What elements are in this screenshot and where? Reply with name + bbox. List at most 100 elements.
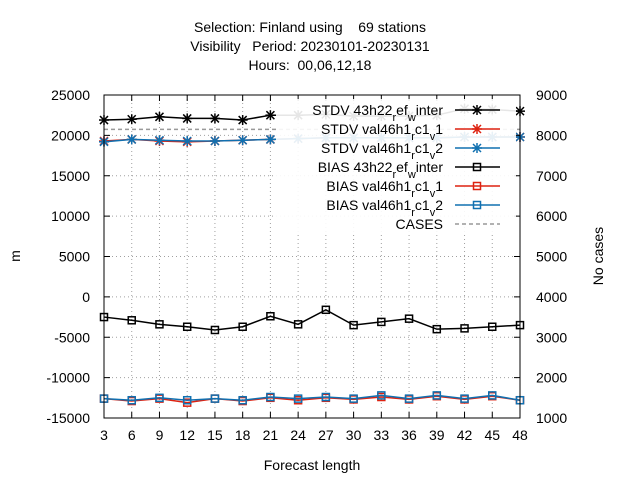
x-tick-label: 15	[207, 427, 223, 443]
legend-label: STDV val46h1rc1v1	[321, 121, 443, 143]
legend-label: STDV val46h1rc1v2	[321, 140, 443, 162]
data-point	[293, 320, 303, 329]
x-tick-label: 39	[429, 427, 445, 443]
legend-label: STDV 43h22refwinter	[312, 102, 443, 124]
x-tick-label: 9	[156, 427, 164, 443]
y2-axis-label: No cases	[590, 227, 606, 285]
y-axis-label: m	[7, 250, 23, 262]
x-tick-label: 21	[263, 427, 279, 443]
y-tick-label: -15000	[46, 410, 90, 426]
data-point	[472, 105, 482, 115]
data-point	[238, 322, 247, 332]
y-tick-label: 5000	[59, 249, 90, 265]
x-tick-label: 6	[128, 427, 136, 443]
x-tick-label: 24	[290, 427, 306, 443]
y2-tick-label: 8000	[536, 127, 567, 143]
legend-label: BIAS 43h22refwinter	[318, 159, 444, 181]
data-point	[488, 391, 497, 400]
data-point	[209, 113, 220, 124]
y2-tick-label: 2000	[536, 370, 567, 386]
data-point	[127, 316, 136, 325]
y2-tick-label: 6000	[536, 208, 567, 224]
data-point	[126, 134, 137, 145]
data-point	[460, 394, 469, 403]
chart-title-line: Visibility Period: 20230101-20230131	[190, 38, 430, 54]
x-tick-label: 18	[235, 427, 251, 443]
y2-tick-label: 1000	[536, 410, 567, 426]
series	[99, 391, 525, 407]
data-point	[154, 111, 165, 122]
data-point	[237, 135, 248, 146]
y-tick-label: 15000	[51, 168, 90, 184]
data-point	[432, 324, 442, 334]
x-tick-label: 45	[484, 427, 500, 443]
data-point	[377, 391, 386, 400]
data-point	[488, 322, 497, 332]
y-tick-label: 10000	[51, 208, 90, 224]
data-point	[321, 392, 331, 402]
data-point	[182, 113, 193, 124]
series-line	[103, 395, 521, 404]
y2-tick-label: 9000	[536, 87, 567, 103]
x-tick-label: 48	[512, 427, 528, 443]
x-axis-label: Forecast length	[264, 457, 361, 473]
data-point	[293, 394, 303, 403]
data-point	[472, 143, 482, 153]
legend-label: BIAS val46h1rc1v2	[326, 197, 443, 219]
y2-tick-label: 3000	[536, 329, 567, 345]
chart-title-line: Selection: Finland using 69 stations	[194, 19, 426, 35]
data-point	[472, 124, 482, 134]
data-point	[472, 162, 482, 172]
data-point	[404, 314, 414, 323]
legend-label: CASES	[396, 216, 443, 232]
data-point	[155, 320, 164, 329]
data-point	[472, 181, 482, 191]
data-point	[349, 394, 358, 403]
y-tick-label: 25000	[51, 87, 90, 103]
data-point	[321, 305, 331, 315]
data-point	[266, 312, 275, 321]
series-line	[103, 308, 521, 331]
data-point	[404, 394, 414, 403]
data-point	[432, 391, 442, 400]
legend-label: BIAS val46h1rc1v1	[326, 178, 443, 200]
x-tick-label: 42	[457, 427, 473, 443]
data-point	[127, 395, 136, 405]
data-point	[237, 115, 248, 126]
data-point	[472, 200, 482, 210]
x-tick-label: 36	[401, 427, 417, 443]
data-point	[265, 110, 276, 121]
chart-title-line: Hours: 00,06,12,18	[249, 57, 372, 73]
data-point	[349, 320, 358, 330]
data-point	[460, 324, 469, 333]
series	[99, 305, 525, 335]
legend-background	[276, 99, 516, 233]
data-point	[182, 322, 192, 332]
x-tick-label: 12	[179, 427, 195, 443]
series	[99, 391, 525, 405]
tick-layer: 3 6 9 12 15 18 21 24 27 30 33 36 39 42 45 4825000200001…	[46, 87, 567, 443]
data-point	[210, 325, 220, 335]
x-tick-label: 30	[346, 427, 362, 443]
chart-title: Selection: Finland using 69 stations Visi…	[190, 19, 430, 73]
series-line	[103, 394, 521, 401]
y-tick-label: -10000	[46, 370, 90, 386]
data-point	[182, 395, 192, 405]
y-tick-label: -5000	[54, 329, 90, 345]
x-tick-label: 33	[374, 427, 390, 443]
data-point	[210, 394, 220, 403]
y2-tick-label: 4000	[536, 289, 567, 305]
data-point	[155, 393, 164, 403]
data-point	[238, 395, 247, 405]
y2-tick-label: 5000	[536, 249, 567, 265]
data-point	[126, 114, 137, 125]
data-point	[182, 136, 193, 147]
data-point	[266, 392, 275, 402]
x-tick-label: 3	[100, 427, 108, 443]
y-tick-label: 0	[82, 289, 90, 305]
data-point	[209, 136, 220, 147]
data-point	[377, 317, 386, 327]
y2-tick-label: 7000	[536, 168, 567, 184]
